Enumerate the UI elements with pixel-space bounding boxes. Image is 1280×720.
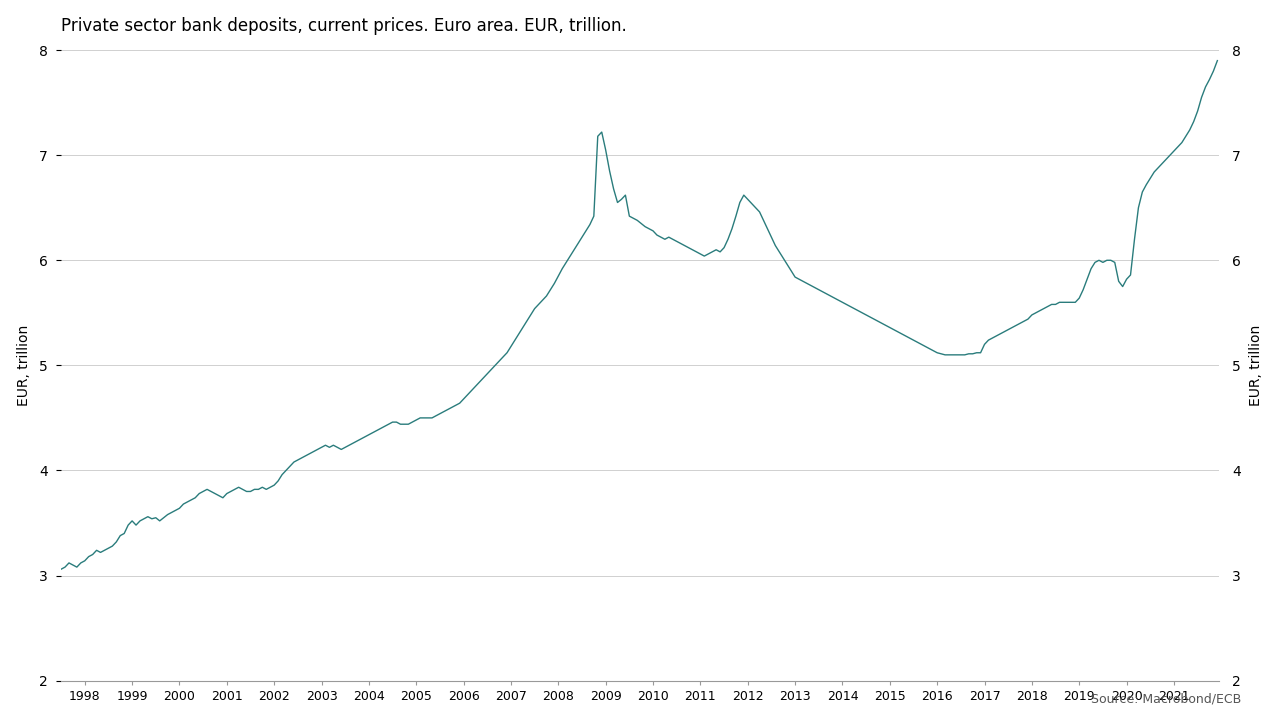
Text: Source: Macrobond/ECB: Source: Macrobond/ECB — [1092, 693, 1242, 706]
Y-axis label: EUR, trillion: EUR, trillion — [17, 325, 31, 406]
Y-axis label: EUR, trillion: EUR, trillion — [1249, 325, 1263, 406]
Text: Private sector bank deposits, current prices. Euro area. EUR, trillion.: Private sector bank deposits, current pr… — [61, 17, 627, 35]
